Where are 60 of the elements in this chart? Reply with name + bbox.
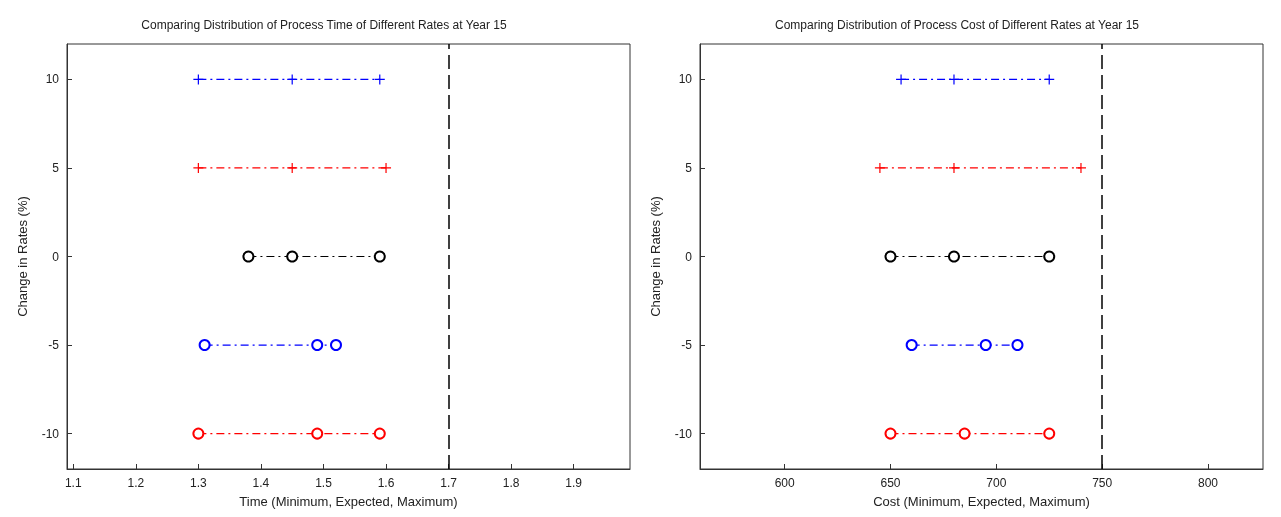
x-tick-label: 1.6 [377,476,395,490]
x-axis-title: Cost (Minimum, Expected, Maximum) [873,494,1090,509]
y-tick-label: 0 [52,249,60,264]
y-tick-label: -5 [48,338,60,353]
y-tick-label: 5 [685,160,693,175]
point [373,250,386,263]
point [198,339,211,352]
point [905,339,918,352]
point [311,427,324,440]
x-axis-title: Time (Minimum, Expected, Maximum) [239,494,458,509]
point [884,250,897,263]
x-tick-label: 750 [1092,476,1113,490]
point [380,162,392,174]
x-tick-label: 1.1 [64,476,82,490]
y-tick-label: -10 [41,426,60,441]
y-axis-title: Change in Rates (%) [15,196,30,317]
y-tick-label: 5 [52,160,60,175]
point [979,339,992,352]
y-tick-label: -10 [674,426,693,441]
point [374,73,386,86]
point [192,427,205,440]
x-tick-label: 1.5 [315,476,333,490]
y-tick-label: 10 [678,72,693,87]
point [373,427,386,440]
point [958,427,971,440]
point [1011,339,1024,352]
point [948,162,960,174]
point [1043,250,1056,263]
x-tick-label: 1.8 [502,476,520,490]
x-tick-label: 1.3 [190,476,208,490]
x-tick-label: 1.7 [440,476,458,490]
point [286,250,299,263]
x-tick-label: 700 [986,476,1007,490]
point [286,73,298,86]
point [1075,162,1087,174]
chart-title: Comparing Distribution of Process Cost of Different Rates at Year 15 [775,18,1140,32]
x-tick-label: 650 [880,476,901,490]
point [330,339,342,352]
point [192,73,204,86]
point [286,162,298,174]
x-tick-label: 1.9 [565,476,583,490]
point [1043,73,1055,86]
point [895,73,907,86]
point [242,250,255,263]
y-tick-label: 0 [685,249,693,264]
y-tick-label: -5 [681,338,693,353]
x-tick-label: 800 [1197,476,1219,490]
y-axis-title: Change in Rates (%) [648,196,663,317]
point [874,162,886,174]
point [948,250,960,263]
point [311,339,324,352]
x-tick-label: 600 [774,476,795,490]
x-tick-label: 1.4 [252,476,270,490]
point [192,162,204,174]
y-tick-label: 10 [45,72,60,87]
point [884,427,897,440]
point [1043,427,1056,440]
point [948,73,960,86]
chart-title: Comparing Distribution of Process Time of Different Rates at Year 15 [141,18,507,32]
x-tick-label: 1.2 [127,476,145,490]
